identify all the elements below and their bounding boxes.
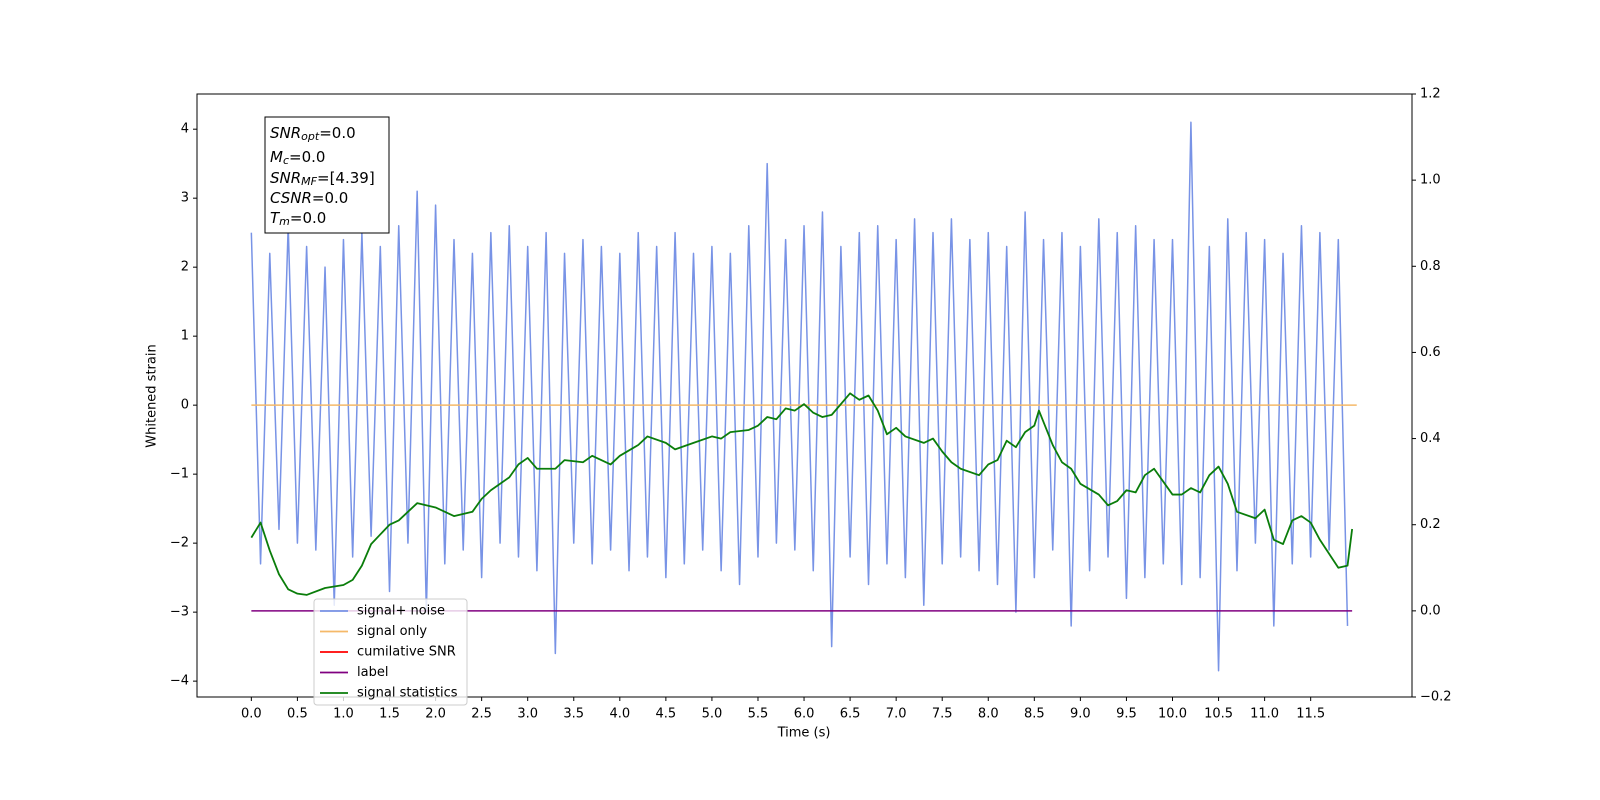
annotation-subscript: opt xyxy=(301,130,320,143)
annotation-line: SNRMF=[4.39] xyxy=(270,169,375,189)
legend-label: signal statistics xyxy=(357,686,458,701)
y-tick-label: −4 xyxy=(170,674,189,689)
x-axis-label: Time (s) xyxy=(777,726,831,741)
x-tick-label: 4.0 xyxy=(609,707,630,722)
legend-label: label xyxy=(357,665,388,680)
x-tick-label: 5.0 xyxy=(702,707,723,722)
annotation-subscript: MF xyxy=(301,175,317,188)
x-tick-label: 2.5 xyxy=(471,707,492,722)
x-tick-label: 2.0 xyxy=(425,707,446,722)
annotation-symbol: CSNR xyxy=(270,189,312,207)
annotation-symbol: T xyxy=(270,209,281,227)
x-tick-label: 7.5 xyxy=(932,707,953,722)
y-tick-label: 4 xyxy=(181,122,189,137)
y2-tick-label: 0.8 xyxy=(1420,259,1441,274)
y2-tick-label: 0.4 xyxy=(1420,431,1441,446)
series-line xyxy=(250,121,1349,672)
y-axis-label: Whitened strain xyxy=(145,344,160,447)
legend-label: signal+ noise xyxy=(357,604,445,619)
x-tick-label: 11.5 xyxy=(1296,707,1325,722)
x-tick-label: 6.5 xyxy=(840,707,861,722)
annotation-line: SNRopt=0.0 xyxy=(270,124,356,144)
annotation-box xyxy=(264,116,390,234)
annotation-line: Tm=0.0 xyxy=(270,209,326,229)
x-tick-label: 3.0 xyxy=(517,707,538,722)
annotation-line: Mc=0.0 xyxy=(270,148,325,168)
x-tick-label: 0.0 xyxy=(241,707,262,722)
x-tick-label: 9.5 xyxy=(1116,707,1137,722)
x-tick-label: 9.0 xyxy=(1070,707,1091,722)
y-tick-label: 3 xyxy=(181,191,189,206)
annotation-value: =0.0 xyxy=(289,148,325,166)
y2-tick-label: 1.0 xyxy=(1420,173,1441,188)
x-tick-label: 8.0 xyxy=(978,707,999,722)
legend-label: signal only xyxy=(357,624,427,639)
x-tick-label: 10.5 xyxy=(1204,707,1233,722)
y2-tick-label: −0.2 xyxy=(1420,690,1452,705)
x-tick-label: 6.0 xyxy=(794,707,815,722)
y-tick-label: −2 xyxy=(170,536,189,551)
annotation-line: CSNR=0.0 xyxy=(270,189,348,207)
y2-tick-label: 0.0 xyxy=(1420,603,1441,618)
annotation-subscript: c xyxy=(283,154,289,167)
legend-box xyxy=(313,598,468,706)
y-tick-label: −3 xyxy=(170,605,189,620)
x-tick-label: 4.5 xyxy=(656,707,677,722)
annotation-subscript: m xyxy=(279,215,290,228)
annotation-value: =0.0 xyxy=(319,124,355,142)
y-tick-label: 1 xyxy=(181,329,189,344)
x-tick-label: 7.0 xyxy=(886,707,907,722)
annotation-symbol: SNR xyxy=(270,169,301,187)
y2-tick-label: 0.2 xyxy=(1420,517,1441,532)
y2-tick-label: 1.2 xyxy=(1420,87,1441,102)
x-tick-label: 5.5 xyxy=(748,707,769,722)
annotation-symbol: SNR xyxy=(270,124,301,142)
annotation-value: =0.0 xyxy=(312,189,348,207)
x-tick-label: 3.5 xyxy=(563,707,584,722)
x-tick-label: 0.5 xyxy=(287,707,308,722)
annotation-value: =[4.39] xyxy=(317,169,375,187)
y2-tick-label: 0.6 xyxy=(1420,345,1441,360)
y-tick-label: −1 xyxy=(170,467,189,482)
x-tick-label: 11.0 xyxy=(1250,707,1279,722)
x-tick-label: 1.5 xyxy=(379,707,400,722)
x-tick-label: 8.5 xyxy=(1024,707,1045,722)
annotation-value: =0.0 xyxy=(290,209,326,227)
series-line xyxy=(250,392,1354,596)
x-tick-label: 10.0 xyxy=(1158,707,1187,722)
y-tick-label: 2 xyxy=(181,260,189,275)
legend-label: cumilative SNR xyxy=(357,645,456,660)
y-tick-label: 0 xyxy=(181,398,189,413)
annotation-symbol: M xyxy=(270,148,283,166)
x-tick-label: 1.0 xyxy=(333,707,354,722)
